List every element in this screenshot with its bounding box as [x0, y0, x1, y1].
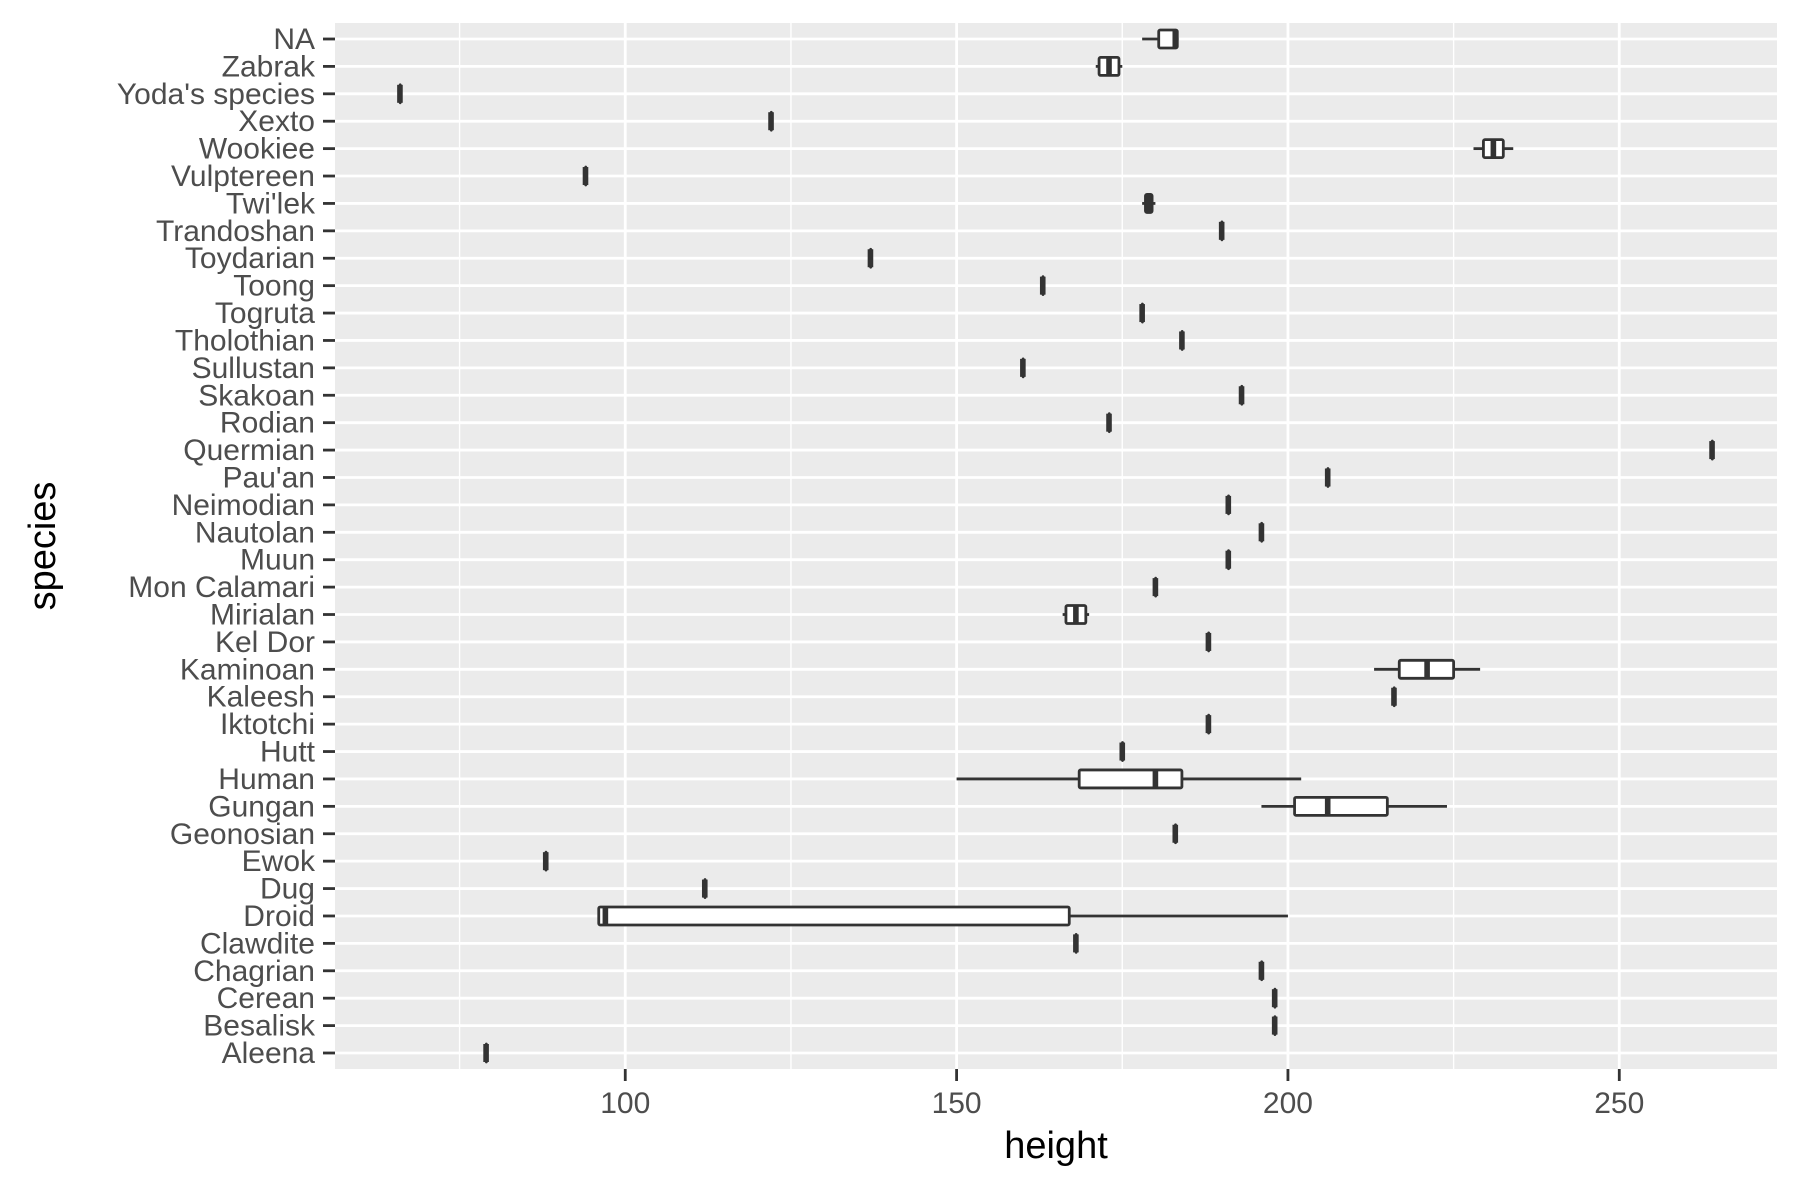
y-tick-label: Muun — [240, 544, 315, 577]
y-tick-label: Vulptereen — [171, 160, 315, 193]
box-mirialan — [1062, 604, 1090, 625]
y-tick-label: Mirialan — [210, 599, 315, 632]
y-tick-label: Skakoan — [198, 379, 315, 412]
y-tick-label: Toong — [233, 270, 315, 303]
y-tick-label: Clawdite — [200, 927, 315, 960]
y-tick-label: Pau'an — [223, 461, 315, 494]
y-tick-label: Kaleesh — [207, 681, 315, 714]
y-tick-label: Neimodian — [172, 489, 315, 522]
box-nautolan — [1258, 521, 1265, 543]
box-kaleesh — [1391, 686, 1397, 708]
y-tick-label: Zabrak — [222, 50, 316, 83]
boxplot-series — [397, 28, 1715, 1064]
box-geonosian — [1172, 823, 1179, 845]
box-trandoshan — [1218, 220, 1225, 242]
box-iqr — [1077, 768, 1184, 790]
box-vulptereen — [582, 165, 589, 187]
box-sullustan — [1020, 357, 1026, 379]
box-clawdite — [1073, 932, 1079, 954]
y-tick-label: Chagrian — [193, 955, 315, 988]
plot-panel — [335, 23, 1777, 1069]
box-toong — [1039, 275, 1046, 297]
y-axis-title: species — [22, 482, 64, 611]
y-tick-label: Quermian — [183, 434, 315, 467]
minor-gridlines — [458, 23, 1455, 1069]
x-tick-label: 200 — [1263, 1087, 1313, 1120]
y-tick-label: Cerean — [217, 982, 315, 1015]
box-aleena — [483, 1042, 489, 1064]
y-tick-label: Tholothian — [175, 324, 315, 357]
box-tholothian — [1179, 330, 1185, 351]
x-axis-title: height — [1004, 1125, 1108, 1167]
y-tick-label: Mon Calamari — [128, 571, 315, 604]
box-kel-dor — [1205, 631, 1212, 653]
box-iqr — [1293, 795, 1389, 817]
box-toydarian — [867, 247, 874, 269]
y-tick-label: Droid — [243, 900, 315, 933]
y-tick-label: Kel Dor — [215, 626, 315, 659]
y-tick-label: Xexto — [238, 105, 315, 138]
y-tick-label: Toydarian — [185, 242, 315, 275]
y-tick-label: Geonosian — [170, 818, 315, 851]
box-besalisk — [1271, 1015, 1278, 1036]
y-tick-label: Sullustan — [192, 352, 315, 385]
box-droid — [597, 905, 1288, 927]
box-chagrian — [1258, 960, 1265, 982]
y-tick-label: Twi'lek — [226, 187, 316, 220]
box-dug — [701, 878, 708, 899]
box-skakoan — [1238, 384, 1245, 406]
box-neimodian — [1225, 494, 1232, 516]
y-tick-label: Besalisk — [203, 1010, 316, 1043]
box-rodian — [1106, 412, 1112, 434]
y-tick-label: Kaminoan — [180, 653, 315, 686]
box-pau-an — [1324, 467, 1331, 488]
box-kaminoan — [1374, 658, 1481, 680]
y-tick-label: NA — [273, 23, 315, 56]
y-tick-label: Gungan — [208, 790, 315, 823]
box-ewok — [542, 850, 549, 872]
box-human — [956, 768, 1302, 790]
y-tick-label: Rodian — [220, 407, 315, 440]
box-quermian — [1709, 439, 1715, 461]
box-xexto — [768, 110, 774, 132]
box-iqr — [597, 905, 1071, 927]
y-tick-label: Dug — [260, 873, 315, 906]
x-axis: 100 150 200 250 — [600, 1069, 1644, 1120]
box-cerean — [1271, 987, 1278, 1009]
box-na — [1142, 28, 1179, 50]
box-togruta — [1139, 302, 1145, 324]
box-mon-calamari — [1152, 576, 1159, 598]
box-zabrak — [1095, 56, 1123, 77]
y-tick-label: Wookiee — [199, 133, 315, 166]
x-tick-label: 250 — [1594, 1087, 1644, 1120]
box-twi-lek — [1142, 193, 1156, 214]
box-yoda-s-species — [397, 83, 403, 105]
y-tick-label: Yoda's species — [117, 78, 315, 111]
y-tick-label: Iktotchi — [220, 708, 315, 741]
x-tick-label: 150 — [932, 1087, 982, 1120]
y-tick-label: Aleena — [222, 1037, 316, 1070]
y-tick-label: Togruta — [215, 297, 315, 330]
y-tick-label: Human — [218, 763, 315, 796]
box-hutt — [1119, 741, 1126, 762]
y-tick-label: Ewok — [242, 845, 316, 878]
major-gridlines — [335, 23, 1777, 1069]
y-tick-label: Hutt — [260, 736, 316, 769]
x-tick-label: 100 — [600, 1087, 650, 1120]
box-iktotchi — [1205, 713, 1212, 735]
box-muun — [1225, 549, 1232, 571]
box-gungan — [1261, 795, 1447, 817]
y-tick-label: Nautolan — [195, 516, 315, 549]
box-wookiee — [1473, 138, 1514, 160]
y-tick-label: Trandoshan — [156, 215, 315, 248]
